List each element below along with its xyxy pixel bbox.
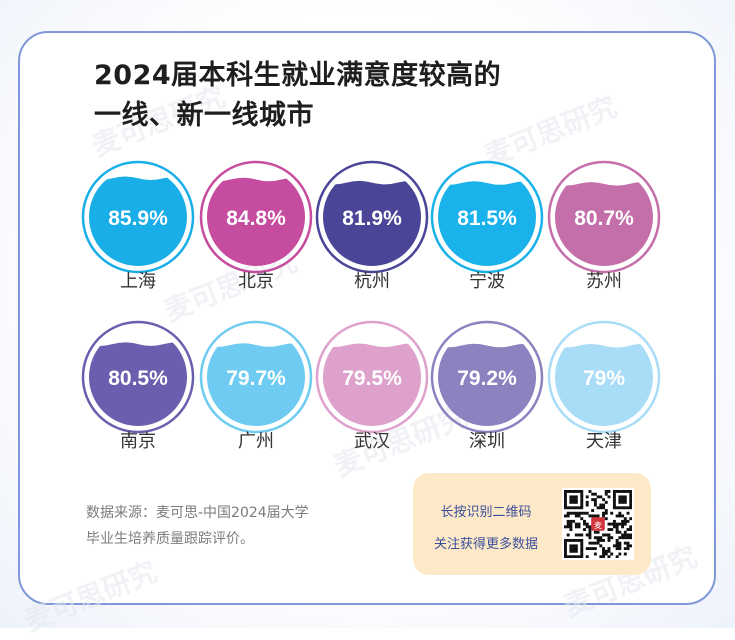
bubble-ring [315,320,429,434]
city-bubble: 80.5% 南京 [81,320,195,452]
bubble-fill [89,342,187,426]
category-label: 宁波 [469,271,505,292]
category-label: 北京 [238,271,274,292]
city-bubble: 79.2% 深圳 [430,320,544,452]
category-label: 武汉 [354,431,390,452]
title-line-1: 2024届本科生就业满意度较高的 [94,60,502,91]
category-label: 南京 [120,431,156,452]
chart-title: 2024届本科生就业满意度较高的 一线、新一线城市 [94,56,554,136]
value-label: 81.9% [342,207,402,230]
category-label: 广州 [238,431,274,452]
value-label: 80.5% [108,367,168,390]
bubble-ring [430,160,544,274]
title-line-2: 一线、新一线城市 [94,100,314,131]
category-label: 天津 [586,431,622,452]
bubble-ring [81,160,195,274]
source-line-2: 毕业生培养质量跟踪评价。 [86,531,254,547]
qr-code-graphic: 麦 [564,490,633,559]
bubble-fill [207,177,305,266]
bubble-fill [207,343,305,426]
bubble-ring [199,320,313,434]
category-label: 杭州 [354,271,390,292]
source-note: 数据来源：麦可思-中国2024届大学 毕业生培养质量跟踪评价。 [86,500,386,552]
value-label: 79.2% [457,367,517,390]
bubble-ring [81,320,195,434]
qr-caption-line-1: 长按识别二维码 [440,505,532,520]
category-label: 深圳 [469,431,505,452]
source-line-1: 数据来源：麦可思-中国2024届大学 [86,505,309,521]
bubble-fill [323,343,421,426]
city-bubble: 79.7% 广州 [199,320,313,452]
bubble-ring [547,160,661,274]
qr-caption: 长按识别二维码 关注获得更多数据 [416,497,556,561]
svg-text:麦: 麦 [594,520,602,530]
value-label: 79% [583,367,625,390]
bubble-fill [323,180,421,266]
bubble-ring [430,320,544,434]
value-label: 79.5% [342,367,402,390]
bubble-fill [89,176,187,266]
city-bubble: 80.7% 苏州 [547,160,661,292]
city-bubble: 79.5% 武汉 [315,320,429,452]
bubble-fill [438,343,536,426]
category-label: 苏州 [586,271,622,292]
bubble-ring [199,160,313,274]
value-label: 84.8% [226,207,286,230]
city-bubble: 84.8% 北京 [199,160,313,292]
city-bubble: 81.9% 杭州 [315,160,429,292]
city-bubble: 85.9% 上海 [81,160,195,292]
bubble-fill [438,181,536,266]
bubble-ring [315,160,429,274]
value-label: 85.9% [108,207,168,230]
bubble-ring [547,320,661,434]
bubble-fill [555,182,653,266]
bubble-fill [555,343,653,426]
qr-caption-line-2: 关注获得更多数据 [433,537,538,552]
city-bubble: 79% 天津 [547,320,661,452]
city-bubble: 81.5% 宁波 [430,160,544,292]
value-label: 79.7% [226,367,286,390]
qr-code[interactable]: 麦 [562,488,634,560]
category-label: 上海 [120,271,156,292]
value-label: 80.7% [574,207,634,230]
value-label: 81.5% [457,207,517,230]
